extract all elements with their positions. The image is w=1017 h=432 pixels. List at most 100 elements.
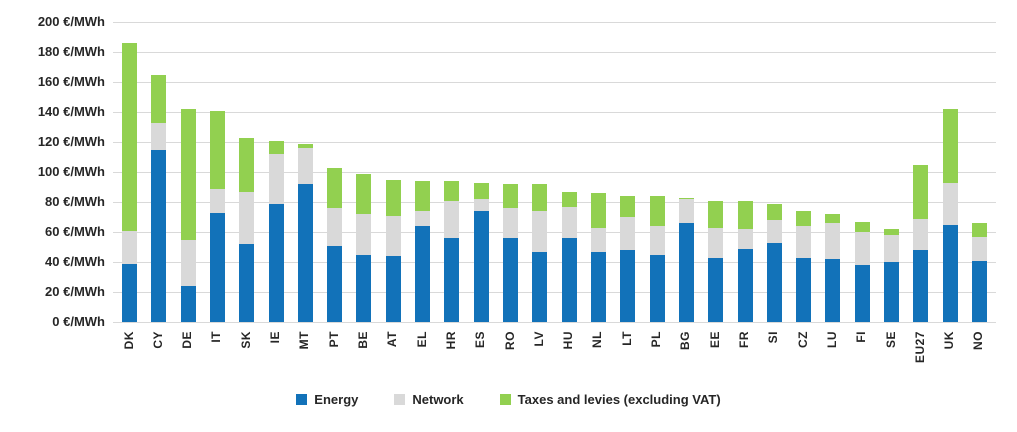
- segment-network-FR: [737, 229, 753, 249]
- segment-energy-LU: [825, 259, 841, 322]
- segment-energy-EE: [708, 257, 724, 322]
- bar-BE: [356, 173, 372, 322]
- segment-taxes-PT: [327, 167, 343, 208]
- legend-item-network: Network: [394, 392, 464, 407]
- network-swatch-icon: [394, 394, 406, 405]
- x-tick-label-ES: ES: [473, 331, 488, 349]
- x-tick-label-DE: DE: [180, 331, 195, 349]
- segment-taxes-AT: [385, 179, 401, 216]
- segment-energy-PT: [327, 245, 343, 322]
- legend-label-network: Network: [412, 392, 464, 407]
- bar-HR: [444, 181, 460, 322]
- segment-energy-NO: [971, 260, 987, 322]
- legend-item-taxes: Taxes and levies (excluding VAT): [499, 392, 721, 407]
- segment-network-IT: [209, 188, 225, 213]
- segment-energy-EU27: [913, 250, 929, 322]
- y-tick-label-100: 100 €/MWh: [37, 164, 105, 179]
- y-tick-label-160: 160 €/MWh: [37, 74, 105, 89]
- legend: Energy Network Taxes and levies (excludi…: [0, 392, 1017, 407]
- bar-CZ: [796, 211, 812, 322]
- segment-taxes-NL: [590, 193, 606, 228]
- segment-energy-SE: [884, 262, 900, 322]
- segment-energy-HU: [561, 238, 577, 322]
- segment-energy-EL: [415, 226, 431, 322]
- segment-energy-SI: [766, 242, 782, 322]
- segment-taxes-LV: [532, 184, 548, 211]
- segment-energy-CZ: [796, 257, 812, 322]
- y-tick-label-40: 40 €/MWh: [45, 254, 105, 269]
- bar-NO: [971, 223, 987, 322]
- bar-IT: [209, 110, 225, 322]
- bar-CY: [151, 74, 167, 322]
- segment-network-NL: [590, 227, 606, 252]
- segment-taxes-FR: [737, 200, 753, 229]
- segment-energy-SK: [239, 244, 255, 322]
- x-tick-label-UK: UK: [942, 331, 957, 350]
- segment-taxes-ES: [473, 182, 489, 199]
- y-tick-label-60: 60 €/MWh: [45, 224, 105, 239]
- segment-energy-IT: [209, 212, 225, 322]
- bar-DK: [122, 43, 137, 322]
- segment-energy-RO: [503, 238, 519, 322]
- gridline-160: [113, 82, 996, 83]
- segment-taxes-FI: [854, 221, 870, 232]
- segment-taxes-MT: [297, 143, 313, 148]
- bar-LT: [620, 196, 636, 322]
- legend-label-taxes: Taxes and levies (excluding VAT): [517, 392, 721, 407]
- segment-taxes-HU: [561, 191, 577, 207]
- segment-energy-LT: [620, 250, 636, 322]
- gridline-200: [113, 22, 996, 23]
- y-tick-label-0: 0 €/MWh: [52, 314, 105, 329]
- bar-SK: [239, 137, 255, 322]
- x-tick-label-LU: LU: [824, 331, 839, 348]
- segment-network-SK: [239, 191, 255, 244]
- segment-network-UK: [942, 182, 958, 225]
- x-tick-label-BE: BE: [355, 331, 370, 349]
- segment-taxes-IT: [209, 110, 225, 189]
- segment-energy-BG: [678, 223, 694, 322]
- segment-energy-PL: [649, 254, 665, 322]
- x-tick-label-HU: HU: [561, 331, 576, 350]
- segment-network-BE: [356, 214, 372, 255]
- energy-swatch-icon: [296, 394, 308, 405]
- x-tick-label-SI: SI: [766, 331, 781, 344]
- bar-EL: [415, 181, 431, 322]
- x-tick-label-DK: DK: [121, 331, 136, 350]
- segment-taxes-SE: [884, 229, 900, 235]
- segment-network-EU27: [913, 218, 929, 250]
- segment-network-LU: [825, 223, 841, 259]
- x-tick-label-LT: LT: [619, 331, 634, 346]
- segment-taxes-EE: [708, 200, 724, 228]
- plot-area: [113, 22, 996, 323]
- segment-network-SE: [884, 235, 900, 262]
- segment-network-CY: [151, 122, 167, 150]
- x-tick-label-EU27: EU27: [912, 331, 927, 364]
- segment-network-MT: [297, 148, 313, 184]
- segment-energy-FI: [854, 265, 870, 322]
- x-tick-label-AT: AT: [385, 331, 400, 348]
- bar-MT: [297, 143, 313, 322]
- segment-network-PT: [327, 208, 343, 246]
- y-tick-label-80: 80 €/MWh: [45, 194, 105, 209]
- bar-NL: [590, 193, 606, 322]
- segment-taxes-SK: [239, 137, 255, 192]
- y-tick-label-20: 20 €/MWh: [45, 284, 105, 299]
- gridline-140: [113, 112, 996, 113]
- x-tick-label-IT: IT: [209, 331, 224, 343]
- x-tick-label-MT: MT: [297, 331, 312, 350]
- x-tick-label-RO: RO: [502, 331, 517, 350]
- legend-label-energy: Energy: [314, 392, 359, 407]
- segment-network-RO: [503, 208, 519, 238]
- bar-FR: [737, 200, 753, 322]
- x-tick-label-NL: NL: [590, 331, 605, 348]
- segment-taxes-CY: [151, 74, 167, 123]
- bar-BG: [678, 197, 694, 322]
- segment-network-LT: [620, 217, 636, 250]
- gridline-60: [113, 232, 996, 233]
- segment-network-EL: [415, 211, 431, 226]
- bar-PL: [649, 196, 665, 322]
- x-tick-label-LV: LV: [531, 331, 546, 347]
- x-tick-label-NO: NO: [971, 331, 986, 350]
- segment-taxes-LU: [825, 214, 841, 223]
